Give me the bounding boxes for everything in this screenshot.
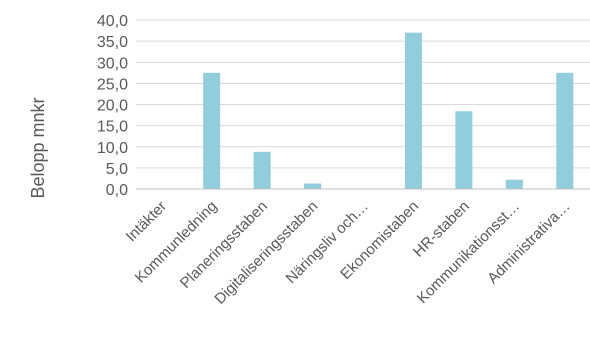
bar — [505, 179, 523, 189]
bar — [404, 32, 422, 189]
x-category-label: Planeringsstaben — [177, 198, 271, 292]
bar — [203, 72, 221, 189]
y-tick-label: 15,0 — [97, 119, 128, 136]
y-axis-tick-labels: 0,0 5,0 10,0 15,0 20,0 25,0 30,0 35,0 40,0 — [97, 13, 128, 199]
y-tick-label: 5,0 — [106, 161, 128, 178]
bar — [253, 151, 271, 189]
y-tick-label: 20,0 — [97, 98, 128, 115]
y-axis-title: Belopp mnkr — [28, 97, 48, 198]
bar — [304, 183, 322, 189]
y-tick-label: 10,0 — [97, 140, 128, 157]
x-axis-category-labels: IntäkterKommunledningPlaneringsstabenDig… — [123, 198, 574, 308]
x-category-label: Intäkter — [123, 198, 170, 245]
y-tick-label: 0,0 — [106, 182, 128, 199]
bar — [556, 72, 574, 189]
y-tick-label: 30,0 — [97, 55, 128, 72]
bar — [455, 111, 473, 189]
y-tick-label: 40,0 — [97, 13, 128, 30]
bars — [203, 32, 574, 189]
y-tick-label: 25,0 — [97, 76, 128, 93]
y-tick-label: 35,0 — [97, 34, 128, 51]
